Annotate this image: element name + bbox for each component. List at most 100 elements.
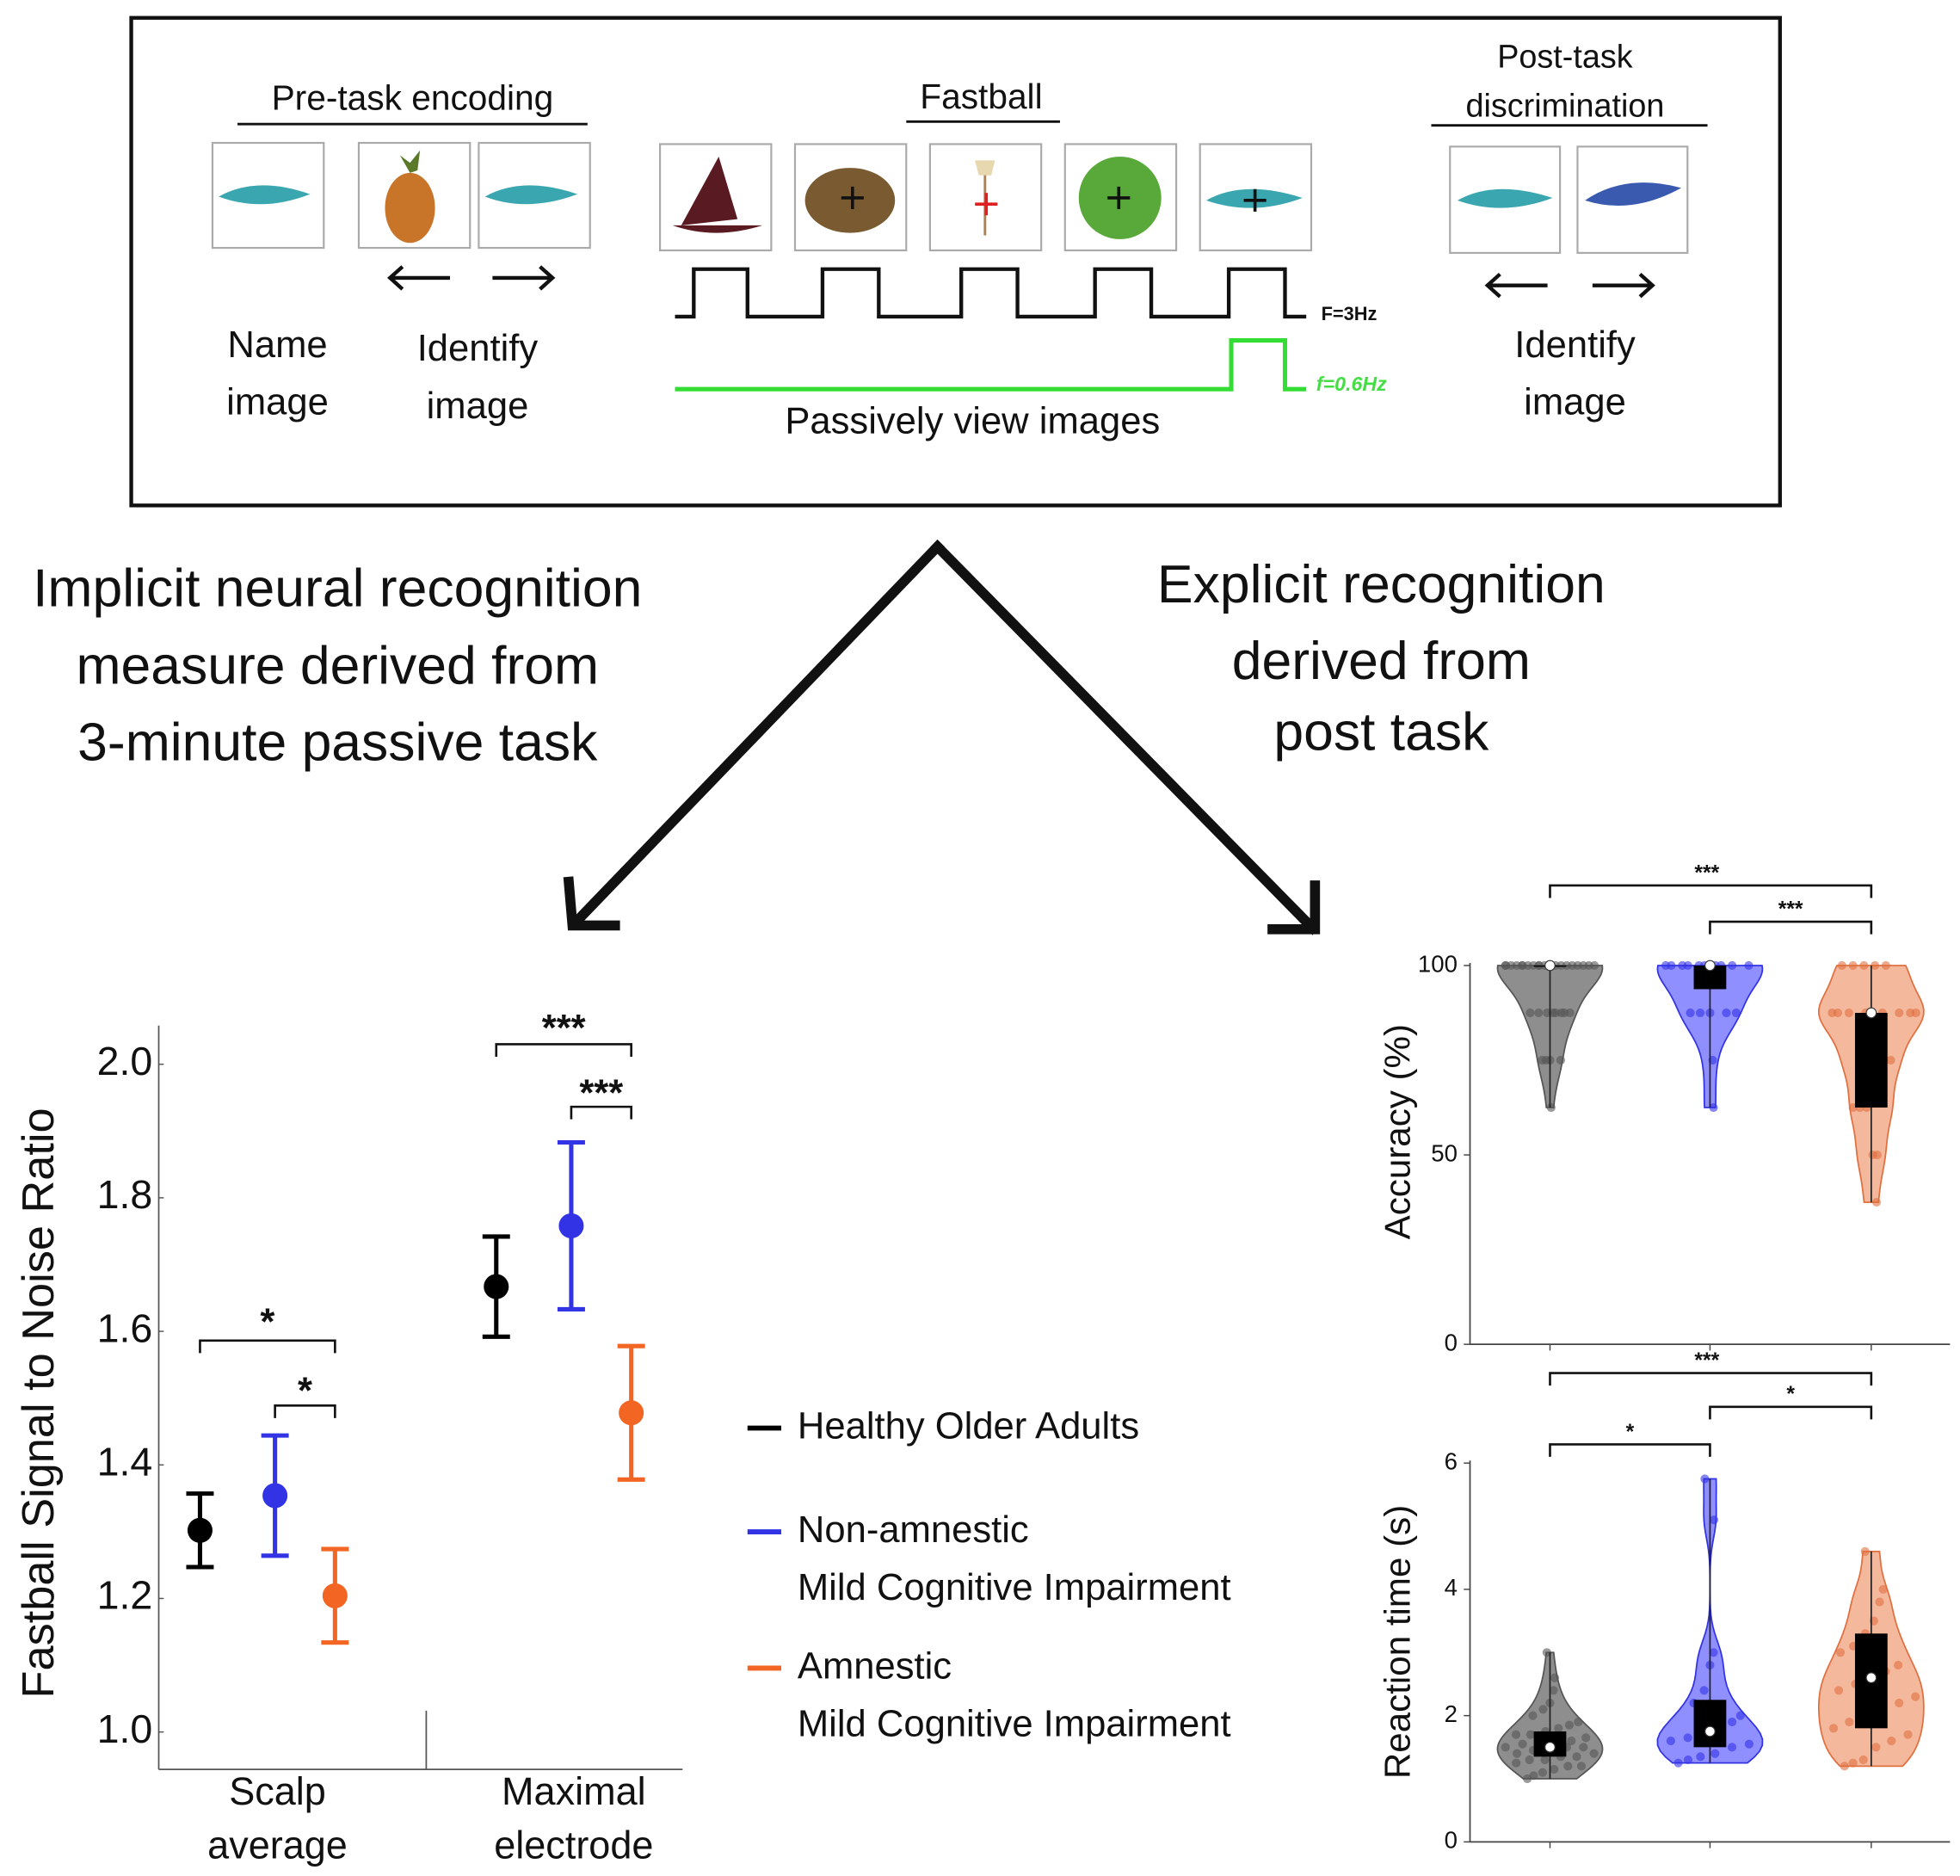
x-tick-label: Maximal electrode xyxy=(494,1769,653,1867)
image-frames xyxy=(211,141,1689,254)
data-point xyxy=(1559,1008,1569,1018)
data-point xyxy=(1835,1648,1846,1657)
data-point xyxy=(1554,1724,1563,1733)
data-point xyxy=(1872,1150,1882,1160)
section-title: Post-task discrimination xyxy=(1465,40,1664,125)
data-point xyxy=(1501,1743,1510,1752)
data-point xyxy=(1576,1762,1587,1771)
data-point xyxy=(1540,1755,1550,1765)
data-point xyxy=(1735,1711,1745,1720)
step-label: Name image xyxy=(226,324,329,423)
data-point xyxy=(1828,1724,1839,1733)
data-point xyxy=(1696,1752,1705,1762)
y-tick-label: 50 xyxy=(1431,1139,1458,1166)
y-tick-label: 0 xyxy=(1445,1329,1458,1355)
data-point xyxy=(1744,1739,1754,1749)
heading: Explicit recognition derived from post tas… xyxy=(1157,554,1606,762)
data-point xyxy=(1538,1768,1547,1777)
data-point xyxy=(1549,1686,1558,1695)
median xyxy=(1544,960,1556,972)
significance-bracket xyxy=(570,1105,632,1120)
square-wave xyxy=(675,267,1307,319)
data-point xyxy=(1563,1762,1573,1771)
data-point xyxy=(1673,1758,1683,1768)
image-icons xyxy=(219,150,1682,244)
data-point xyxy=(1695,1008,1705,1018)
data-point xyxy=(1848,1758,1858,1768)
legend-label: Amnestic Mild Cognitive Impairment xyxy=(798,1645,1231,1744)
data-point xyxy=(1567,1736,1576,1746)
data-point xyxy=(1858,1755,1868,1765)
data-point xyxy=(1894,1660,1903,1670)
data-point xyxy=(1845,1717,1854,1727)
data-point xyxy=(1699,1686,1709,1695)
mean-point xyxy=(187,1517,213,1543)
data-point xyxy=(1579,960,1588,971)
significance-bracket xyxy=(495,1043,632,1058)
data-point xyxy=(1881,960,1890,971)
data-point xyxy=(1731,1008,1741,1018)
data-point xyxy=(1581,1733,1591,1743)
y-tick-label: 1.0 xyxy=(97,1706,153,1751)
arrows-small xyxy=(387,265,1655,299)
data-point xyxy=(1574,1717,1583,1727)
y-tick-label: 1.2 xyxy=(97,1573,153,1618)
data-point xyxy=(1572,1752,1581,1762)
data-point xyxy=(1550,1673,1560,1682)
data-point xyxy=(1518,1739,1527,1749)
y-tick-label: 2.0 xyxy=(97,1039,153,1083)
data-point xyxy=(1534,1008,1544,1018)
significance-bracket xyxy=(199,1339,336,1354)
data-point xyxy=(1538,1705,1548,1714)
y-tick-label: 4 xyxy=(1445,1574,1458,1601)
data-point xyxy=(1871,960,1880,971)
data-point xyxy=(1512,1758,1521,1768)
data-point xyxy=(1860,1546,1870,1556)
data-point xyxy=(1871,1743,1881,1752)
data-point xyxy=(1848,960,1858,971)
data-point xyxy=(1529,1771,1538,1780)
median xyxy=(1865,1007,1877,1019)
significance-label: *** xyxy=(579,1073,623,1114)
significance-label: * xyxy=(1626,1421,1635,1444)
heading: Implicit neural recognition measure deriv… xyxy=(33,558,642,772)
significance-bracket xyxy=(1549,1372,1873,1386)
box xyxy=(1693,1700,1727,1748)
data-point xyxy=(1895,1008,1904,1018)
y-tick-label: 6 xyxy=(1445,1447,1458,1474)
step-label: Identify image xyxy=(417,328,539,427)
data-point xyxy=(1564,1720,1575,1730)
data-point xyxy=(1579,1743,1588,1752)
data-point xyxy=(1511,1730,1521,1739)
data-point xyxy=(1700,1474,1710,1484)
data-point xyxy=(1686,1008,1695,1018)
y-axis-label: Reaction time (s) xyxy=(1377,1505,1417,1779)
data-point xyxy=(1744,960,1754,971)
paradigm-panel xyxy=(129,15,1782,508)
median xyxy=(1544,1741,1556,1753)
mean-point xyxy=(558,1213,584,1239)
data-point xyxy=(1683,1755,1693,1765)
section-title: Pre-task encoding xyxy=(272,77,554,117)
data-point xyxy=(1556,1055,1565,1065)
significance-bracket xyxy=(274,1404,336,1418)
x-tick-label: Scalp average xyxy=(207,1769,348,1867)
data-point xyxy=(1709,1648,1718,1657)
data-point xyxy=(1878,1584,1888,1594)
y-tick-label: 1.8 xyxy=(97,1172,153,1217)
step-label: Identify image xyxy=(1514,324,1636,423)
significance-label: * xyxy=(1786,1383,1795,1406)
caption: Passively view images xyxy=(785,400,1160,441)
frequency-label: f=0.6Hz xyxy=(1316,373,1387,395)
median xyxy=(1704,1725,1716,1737)
branch-arrows xyxy=(563,540,1321,935)
data-point xyxy=(1562,960,1571,971)
y-tick-label: 0 xyxy=(1445,1827,1458,1854)
y-axis-label: Accuracy (%) xyxy=(1377,1024,1417,1239)
data-point xyxy=(1895,1698,1904,1708)
data-point xyxy=(1667,960,1676,971)
data-point xyxy=(1728,960,1737,971)
data-point xyxy=(1501,960,1510,971)
mean-point xyxy=(322,1583,348,1608)
data-point xyxy=(1551,1008,1561,1018)
